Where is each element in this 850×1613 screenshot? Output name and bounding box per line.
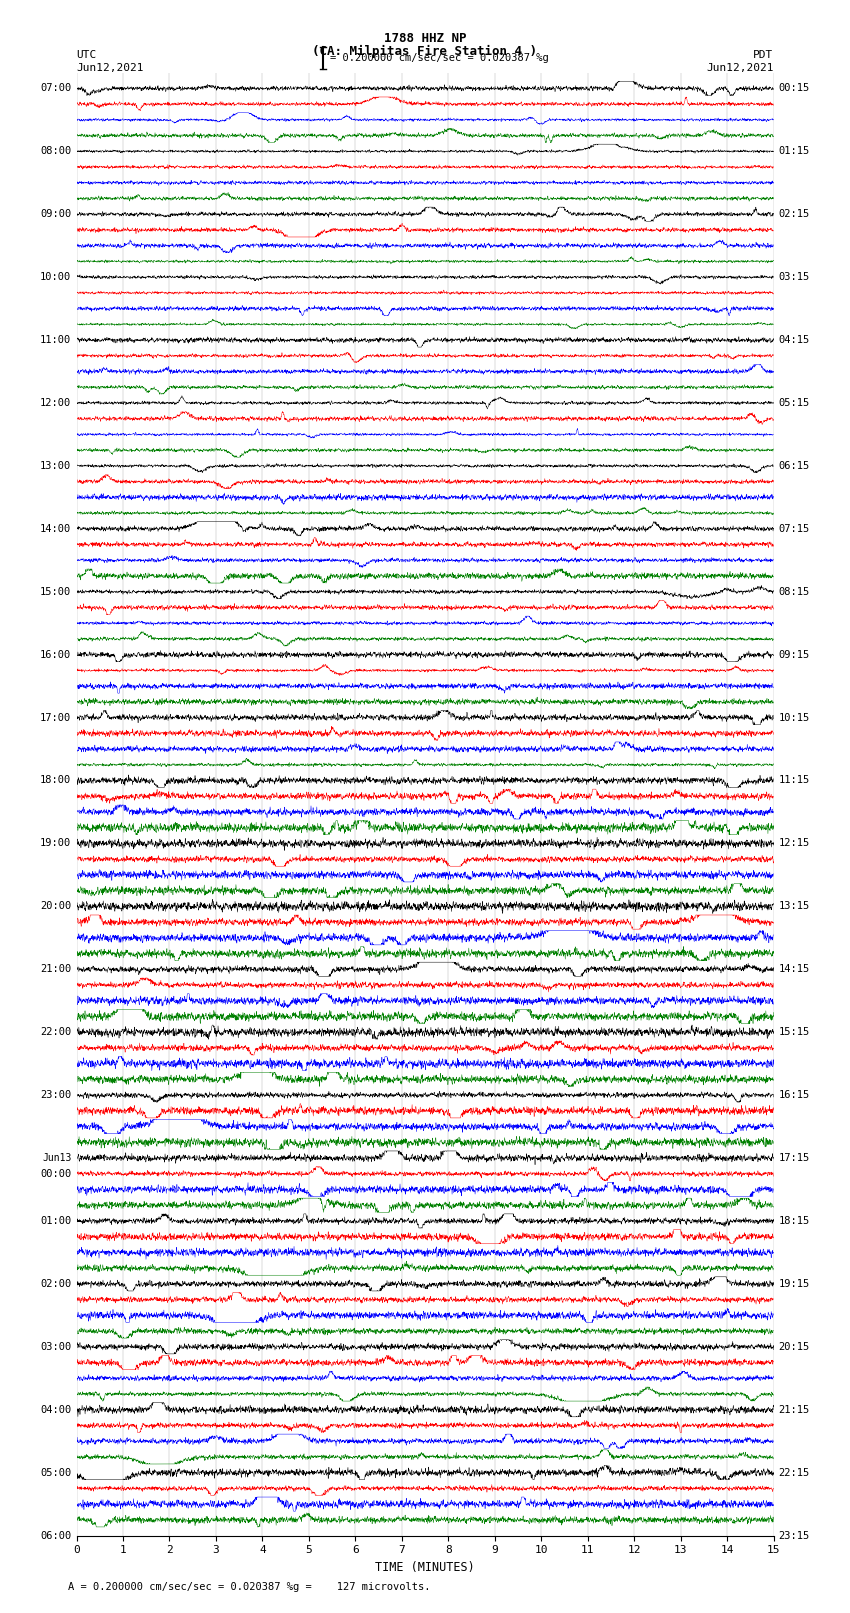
Text: 03:00: 03:00: [40, 1342, 71, 1352]
Text: 08:00: 08:00: [40, 147, 71, 156]
Text: 18:15: 18:15: [779, 1216, 810, 1226]
Text: 1788 HHZ NP: 1788 HHZ NP: [383, 32, 467, 45]
Text: 20:00: 20:00: [40, 902, 71, 911]
Text: 06:00: 06:00: [40, 1531, 71, 1540]
Text: 22:00: 22:00: [40, 1027, 71, 1037]
Text: 08:15: 08:15: [779, 587, 810, 597]
Text: 13:00: 13:00: [40, 461, 71, 471]
Text: 19:00: 19:00: [40, 839, 71, 848]
Text: 23:15: 23:15: [779, 1531, 810, 1540]
Text: Jun12,2021: Jun12,2021: [76, 63, 144, 73]
Text: 14:00: 14:00: [40, 524, 71, 534]
Text: 16:15: 16:15: [779, 1090, 810, 1100]
Text: 21:15: 21:15: [779, 1405, 810, 1415]
Text: 17:15: 17:15: [779, 1153, 810, 1163]
Text: 18:00: 18:00: [40, 776, 71, 786]
Text: 07:00: 07:00: [40, 84, 71, 94]
Text: 12:15: 12:15: [779, 839, 810, 848]
Text: 06:15: 06:15: [779, 461, 810, 471]
Text: 15:00: 15:00: [40, 587, 71, 597]
Text: 19:15: 19:15: [779, 1279, 810, 1289]
Text: 09:15: 09:15: [779, 650, 810, 660]
Text: 15:15: 15:15: [779, 1027, 810, 1037]
Text: 00:15: 00:15: [779, 84, 810, 94]
Text: 11:15: 11:15: [779, 776, 810, 786]
Text: 10:15: 10:15: [779, 713, 810, 723]
Text: 05:00: 05:00: [40, 1468, 71, 1478]
Text: 02:15: 02:15: [779, 210, 810, 219]
Text: 09:00: 09:00: [40, 210, 71, 219]
Text: Jun12,2021: Jun12,2021: [706, 63, 774, 73]
Text: Jun13: Jun13: [42, 1153, 71, 1163]
Text: 17:00: 17:00: [40, 713, 71, 723]
Text: 13:15: 13:15: [779, 902, 810, 911]
Text: 01:15: 01:15: [779, 147, 810, 156]
Text: (CA: Milpitas Fire Station 4 ): (CA: Milpitas Fire Station 4 ): [313, 45, 537, 58]
Text: 21:00: 21:00: [40, 965, 71, 974]
Text: 22:15: 22:15: [779, 1468, 810, 1478]
Text: 20:15: 20:15: [779, 1342, 810, 1352]
Text: 04:15: 04:15: [779, 336, 810, 345]
Text: 05:15: 05:15: [779, 398, 810, 408]
Text: 00:00: 00:00: [40, 1169, 71, 1179]
Text: A = 0.200000 cm/sec/sec = 0.020387 %g =    127 microvolts.: A = 0.200000 cm/sec/sec = 0.020387 %g = …: [68, 1582, 430, 1592]
Text: PDT: PDT: [753, 50, 774, 60]
Text: 23:00: 23:00: [40, 1090, 71, 1100]
Text: = 0.200000 cm/sec/sec = 0.020387 %g: = 0.200000 cm/sec/sec = 0.020387 %g: [330, 53, 548, 63]
Text: 11:00: 11:00: [40, 336, 71, 345]
Text: 14:15: 14:15: [779, 965, 810, 974]
Text: 02:00: 02:00: [40, 1279, 71, 1289]
Text: 01:00: 01:00: [40, 1216, 71, 1226]
Text: UTC: UTC: [76, 50, 97, 60]
X-axis label: TIME (MINUTES): TIME (MINUTES): [375, 1561, 475, 1574]
Text: 03:15: 03:15: [779, 273, 810, 282]
Text: 04:00: 04:00: [40, 1405, 71, 1415]
Text: 12:00: 12:00: [40, 398, 71, 408]
Text: 16:00: 16:00: [40, 650, 71, 660]
Text: 07:15: 07:15: [779, 524, 810, 534]
Text: 10:00: 10:00: [40, 273, 71, 282]
